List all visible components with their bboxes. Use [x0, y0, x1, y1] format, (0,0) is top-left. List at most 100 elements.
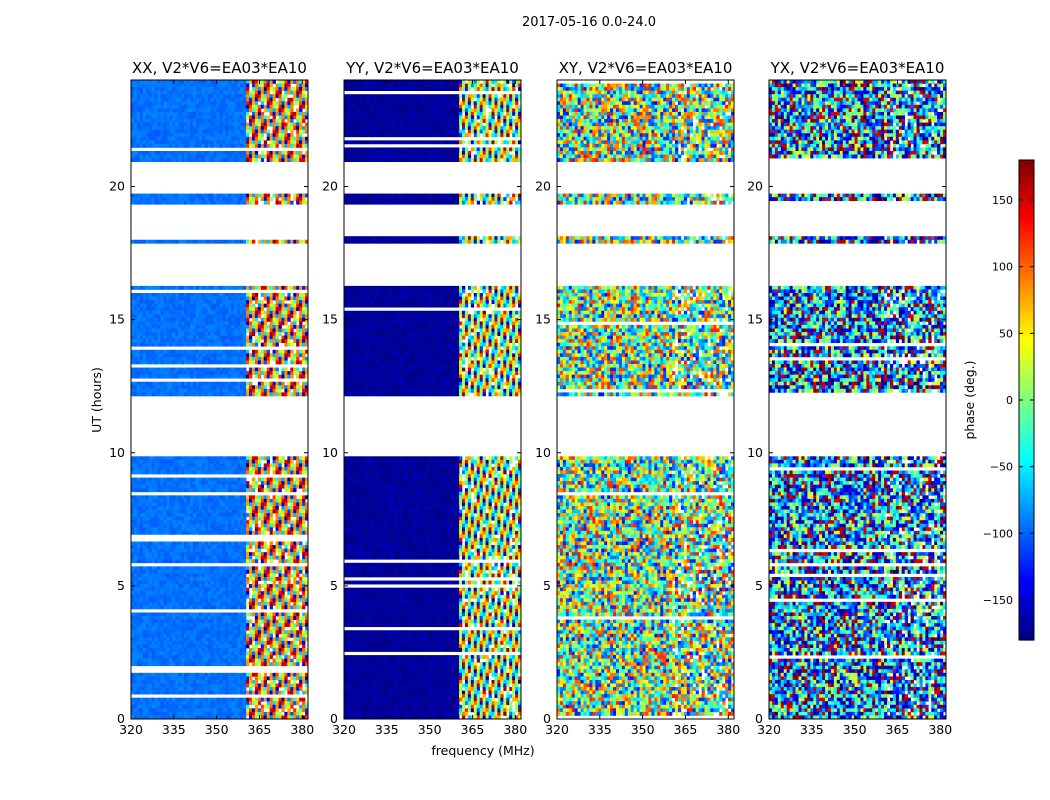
- heatmap-cell: [246, 112, 249, 116]
- heatmap-cell: [187, 144, 190, 148]
- heatmap-cell: [228, 133, 231, 137]
- heatmap-cell: [246, 101, 249, 105]
- heatmap-cell: [190, 201, 193, 205]
- heatmap-cell: [225, 105, 228, 109]
- heatmap-cell: [220, 98, 223, 102]
- heatmap-cell: [243, 144, 246, 148]
- heatmap-cell: [214, 98, 217, 102]
- heatmap-cell: [258, 126, 261, 130]
- heatmap-cell: [146, 91, 149, 95]
- heatmap-cell: [234, 108, 237, 112]
- panels-group: XX, V2*V6=EA03*EA10320 335 350 365 380051015…: [109, 59, 952, 737]
- heatmap-cell: [205, 137, 208, 141]
- heatmap-cell: [220, 201, 223, 205]
- heatmap-cell: [284, 194, 287, 198]
- heatmap-cell: [149, 126, 152, 130]
- heatmap-cell: [255, 116, 258, 120]
- heatmap-cell: [246, 158, 249, 162]
- heatmap-cell: [163, 123, 166, 127]
- heatmap-cell: [293, 91, 296, 95]
- heatmap-cell: [243, 151, 246, 155]
- heatmap-cell: [184, 84, 187, 88]
- heatmap-cell: [258, 98, 261, 102]
- heatmap-cell: [296, 197, 299, 201]
- heatmap-cell: [158, 194, 161, 198]
- heatmap-cell: [222, 144, 225, 148]
- heatmap-cell: [208, 123, 211, 127]
- heatmap-cell: [225, 101, 228, 105]
- heatmap-cell: [169, 155, 172, 159]
- heatmap-cell: [181, 133, 184, 137]
- heatmap-cell: [208, 84, 211, 88]
- heatmap-cell: [205, 101, 208, 105]
- heatmap-cell: [184, 108, 187, 112]
- heatmap-cell: [228, 116, 231, 120]
- heatmap-cell: [267, 158, 270, 162]
- heatmap-cell: [193, 201, 196, 205]
- heatmap-cell: [261, 84, 264, 88]
- heatmap-cell: [146, 126, 149, 130]
- heatmap-cell: [190, 101, 193, 105]
- heatmap-cell: [264, 240, 267, 244]
- heatmap-cell: [214, 158, 217, 162]
- heatmap-cell: [181, 130, 184, 134]
- heatmap-cell: [287, 101, 290, 105]
- heatmap-cell: [267, 116, 270, 120]
- heatmap-cell: [281, 126, 284, 130]
- heatmap-cell: [267, 144, 270, 148]
- heatmap-cell: [193, 140, 196, 144]
- heatmap-cell: [193, 194, 196, 198]
- heatmap-cell: [302, 119, 305, 123]
- heatmap-cell: [302, 112, 305, 116]
- heatmap-cell: [181, 201, 184, 205]
- heatmap-cell: [249, 94, 252, 98]
- heatmap-cell: [178, 151, 181, 155]
- heatmap-cell: [178, 240, 181, 244]
- heatmap-cell: [134, 144, 137, 148]
- heatmap-cell: [208, 105, 211, 109]
- heatmap-cell: [237, 240, 240, 244]
- heatmap-cell: [234, 126, 237, 130]
- heatmap-cell: [240, 133, 243, 137]
- heatmap-cell: [158, 112, 161, 116]
- heatmap-cell: [237, 144, 240, 148]
- heatmap-cell: [246, 84, 249, 88]
- heatmap-cell: [234, 91, 237, 95]
- heatmap-cell: [299, 101, 302, 105]
- heatmap-cell: [202, 197, 205, 201]
- heatmap-cell: [149, 240, 152, 244]
- heatmap-cell: [264, 144, 267, 148]
- heatmap-cell: [178, 101, 181, 105]
- heatmap-cell: [281, 201, 284, 205]
- heatmap-cell: [175, 91, 178, 95]
- heatmap-cell: [169, 105, 172, 109]
- heatmap-cell: [152, 137, 155, 141]
- heatmap-cell: [175, 240, 178, 244]
- heatmap-cell: [205, 123, 208, 127]
- heatmap-cell: [202, 240, 205, 244]
- heatmap-cell: [199, 101, 202, 105]
- heatmap-cell: [193, 240, 196, 244]
- heatmap-cell: [281, 84, 284, 88]
- heatmap-cell: [199, 140, 202, 144]
- heatmap-cell: [166, 87, 169, 91]
- heatmap-cell: [234, 158, 237, 162]
- heatmap-cell: [190, 130, 193, 134]
- heatmap-cell: [134, 91, 137, 95]
- heatmap-cell: [273, 144, 276, 148]
- heatmap-cell: [184, 194, 187, 198]
- heatmap-cell: [279, 130, 282, 134]
- heatmap-cell: [217, 108, 220, 112]
- heatmap-cell: [214, 133, 217, 137]
- heatmap-cell: [293, 94, 296, 98]
- heatmap-cell: [169, 130, 172, 134]
- heatmap-cell: [287, 116, 290, 120]
- heatmap-cell: [181, 116, 184, 120]
- heatmap-cell: [228, 119, 231, 123]
- heatmap-cell: [193, 155, 196, 159]
- heatmap-cell: [181, 155, 184, 159]
- heatmap-cell: [296, 87, 299, 91]
- heatmap-cell: [258, 140, 261, 144]
- heatmap-cell: [166, 197, 169, 201]
- heatmap-cell: [217, 130, 220, 134]
